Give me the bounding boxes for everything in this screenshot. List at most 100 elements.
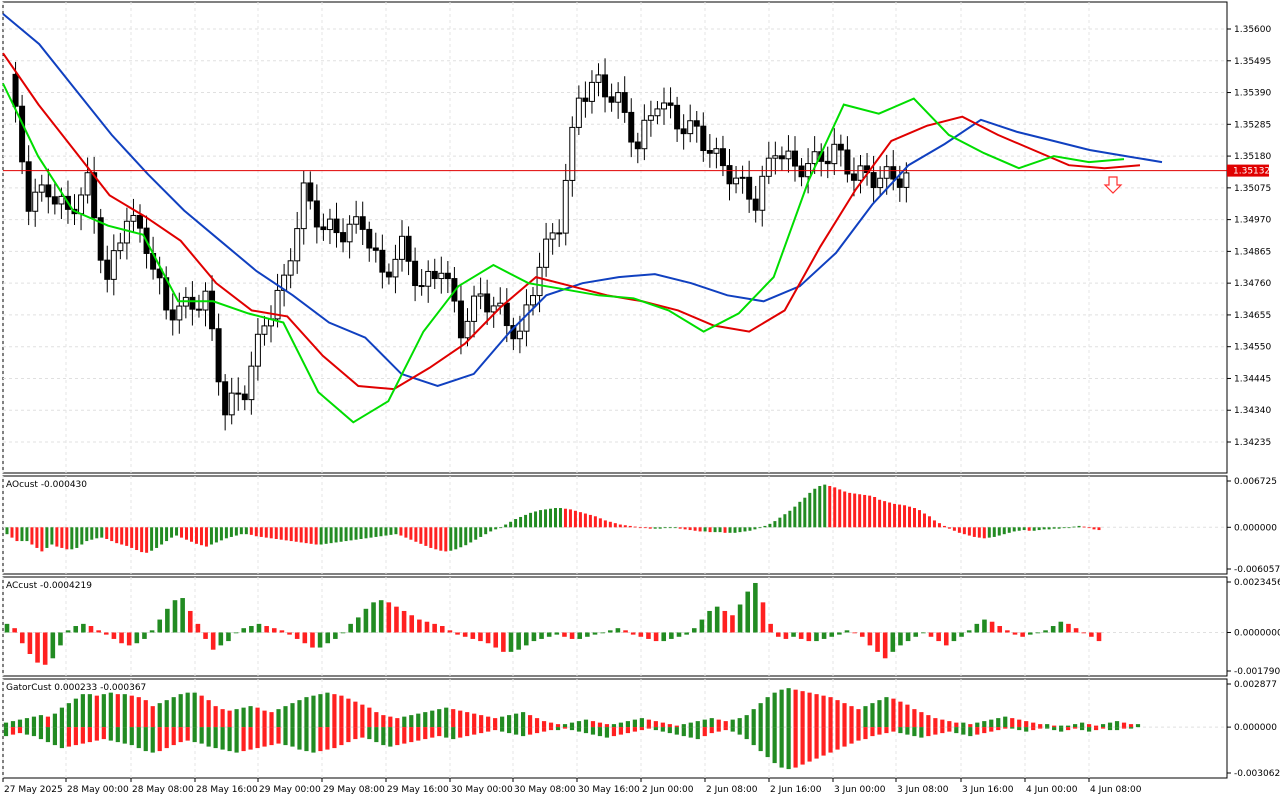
candle-body	[241, 393, 248, 401]
y-tick-label: 1.35075	[1234, 184, 1271, 194]
y-tick-label: 1.34445	[1234, 374, 1271, 384]
gator-lower-bar	[136, 727, 141, 749]
histogram-bar	[218, 632, 224, 646]
histogram-bar	[863, 494, 867, 528]
histogram-bar	[928, 632, 934, 637]
histogram-bar	[1081, 632, 1087, 634]
histogram-bar	[417, 619, 422, 633]
gator-lower-bar	[632, 727, 637, 732]
histogram-bar	[409, 615, 415, 633]
histogram-bar	[1072, 526, 1076, 528]
histogram-bar	[992, 527, 996, 537]
histogram-bar	[913, 508, 917, 528]
current-price-box	[1227, 164, 1269, 177]
histogram-bar	[873, 497, 877, 528]
histogram-bar	[773, 521, 777, 528]
y-tick-label: 1.34970	[1234, 216, 1271, 226]
gator-upper-bar	[786, 688, 791, 728]
histogram-bar	[707, 610, 712, 633]
histogram-bar	[234, 527, 238, 536]
histogram-bar	[469, 527, 473, 543]
gator-upper-bar	[548, 722, 554, 728]
histogram-bar	[135, 527, 139, 551]
gator-upper-bar	[555, 724, 561, 728]
gator-lower-bar	[3, 727, 9, 737]
gator-upper-bar	[409, 715, 414, 728]
gator-lower-bar	[318, 727, 323, 752]
candle-body	[733, 177, 740, 185]
histogram-bar	[165, 608, 170, 633]
histogram-bar	[982, 619, 987, 633]
gator-upper-bar	[625, 721, 630, 728]
candle-body	[431, 270, 438, 280]
candle-body	[634, 141, 641, 150]
gator-upper-bar	[730, 719, 735, 728]
gator-lower-bar	[507, 727, 512, 734]
gator-lower-bar	[1059, 727, 1064, 732]
gator-upper-bar	[1073, 724, 1078, 728]
gator-upper-bar	[262, 710, 267, 728]
gator-lower-bar	[402, 727, 407, 744]
gator-upper-bar	[164, 700, 169, 728]
gator-upper-bar	[178, 694, 183, 728]
gator-upper-bar	[206, 700, 211, 728]
histogram-bar	[523, 632, 529, 646]
x-tick-label: 28 May 16:00	[196, 785, 258, 795]
histogram-bar	[27, 632, 33, 654]
gator-upper-bar	[304, 697, 309, 728]
gator-upper-bar	[290, 703, 295, 728]
gator-lower-bar	[479, 727, 484, 734]
candle-body	[176, 305, 183, 321]
gator-upper-bar	[576, 721, 582, 728]
gator-lower-bar	[297, 727, 302, 750]
candle-body	[104, 259, 111, 280]
gator-upper-bar	[493, 718, 498, 728]
gator-lower-bar	[248, 727, 253, 750]
histogram-bar	[96, 630, 101, 633]
histogram-bar	[553, 508, 557, 528]
candle-body	[575, 97, 582, 128]
histogram-bar	[569, 632, 575, 639]
histogram-bar	[708, 527, 712, 533]
gator-lower-bar	[164, 727, 169, 749]
histogram-bar	[226, 632, 231, 642]
histogram-bar	[818, 485, 822, 528]
histogram-bar	[374, 527, 378, 537]
histogram-bar	[187, 610, 193, 633]
gator-lower-bar	[24, 727, 30, 735]
candle-body	[726, 165, 733, 185]
histogram-bar	[1052, 527, 1056, 529]
candle-body	[392, 258, 399, 278]
gator-upper-bar	[17, 719, 23, 728]
gator-lower-bar	[45, 727, 51, 743]
candle-body	[628, 111, 635, 143]
gator-lower-bar	[961, 727, 966, 735]
histogram-bar	[1089, 632, 1094, 637]
histogram-bar	[478, 632, 483, 642]
gator-lower-bar	[975, 727, 980, 735]
gator-lower-bar	[486, 727, 491, 732]
gator-lower-bar	[772, 727, 777, 764]
histogram-bar	[333, 632, 338, 639]
histogram-bar	[867, 632, 873, 646]
candle-body	[536, 266, 543, 297]
histogram-bar	[394, 606, 399, 633]
gator-upper-bar	[765, 697, 770, 728]
histogram-bar	[531, 632, 537, 642]
gator-lower-bar	[709, 727, 714, 734]
gator-lower-bar	[954, 727, 959, 734]
histogram-bar	[60, 527, 64, 548]
candle-body	[877, 177, 884, 189]
gator-upper-bar	[31, 716, 37, 728]
histogram-bar	[917, 510, 921, 528]
histogram-bar	[823, 484, 827, 528]
gator-upper-bar	[108, 692, 113, 728]
histogram-bar	[256, 623, 262, 633]
gator-upper-bar	[590, 721, 596, 728]
histogram-bar	[868, 495, 872, 528]
histogram-bar	[638, 632, 644, 637]
candle-body	[320, 226, 327, 231]
histogram-bar	[806, 632, 812, 642]
